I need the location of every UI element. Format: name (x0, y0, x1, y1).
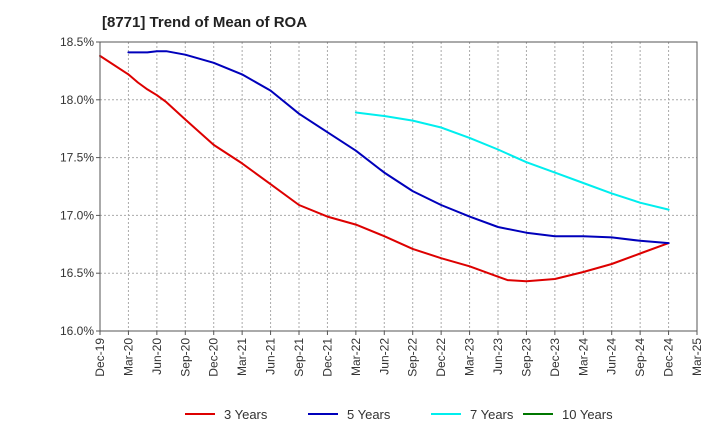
x-tick-label: Jun-20 (150, 338, 164, 375)
legend-label-0: 3 Years (224, 407, 268, 422)
x-tick-label: Sep-20 (178, 338, 192, 377)
y-axis: 16.0% 16.5% 17.0% 17.5% 18.0% 18.5% (60, 35, 100, 338)
x-tick-label: Dec-23 (548, 338, 562, 377)
y-tick-label: 18.0% (60, 93, 94, 107)
plot-frame (99, 41, 698, 332)
x-tick-label: Dec-22 (434, 338, 448, 377)
x-tick-label: Jun-22 (377, 338, 391, 375)
x-tick-label: Jun-24 (605, 338, 619, 375)
x-tick-label: Mar-20 (121, 338, 135, 376)
y-tick-label: 16.5% (60, 266, 94, 280)
x-tick-label: Mar-24 (576, 338, 590, 376)
legend-label-2: 7 Years (470, 407, 514, 422)
y-tick-label: 16.0% (60, 324, 94, 338)
x-tick-label: Mar-21 (235, 338, 249, 376)
x-tick-label: Mar-25 (690, 338, 704, 376)
y-tick-label: 17.5% (60, 151, 94, 165)
y-tick-label: 17.0% (60, 208, 94, 222)
x-tick-label: Jun-21 (264, 338, 278, 375)
legend-label-1: 5 Years (347, 407, 391, 422)
grid (99, 41, 698, 332)
legend: 3 Years 5 Years 7 Years 10 Years (185, 407, 613, 422)
x-tick-label: Dec-19 (93, 338, 107, 377)
x-tick-label: Mar-22 (349, 338, 363, 376)
x-tick-label: Jun-23 (491, 338, 505, 375)
x-axis: Dec-19 Mar-20 Jun-20 Sep-20 Dec-20 Mar-21 Jun-… (93, 331, 704, 377)
x-tick-label: Sep-21 (292, 338, 306, 377)
x-tick-label: Sep-24 (633, 338, 647, 377)
x-tick-label: Sep-22 (406, 338, 420, 377)
series-line-1 (127, 50, 670, 245)
series-line-0 (99, 54, 670, 283)
x-tick-label: Dec-20 (207, 338, 221, 377)
series-line-2 (354, 111, 670, 211)
chart-title: [8771] Trend of Mean of ROA (102, 14, 308, 31)
plot-area (100, 42, 697, 331)
x-tick-label: Dec-21 (320, 338, 334, 377)
y-tick-label: 18.5% (60, 35, 94, 49)
x-tick-label: Mar-23 (463, 338, 477, 376)
x-tick-label: Dec-24 (662, 338, 676, 377)
x-tick-label: Sep-23 (519, 338, 533, 377)
series-group (99, 50, 670, 283)
legend-label-3: 10 Years (562, 407, 613, 422)
